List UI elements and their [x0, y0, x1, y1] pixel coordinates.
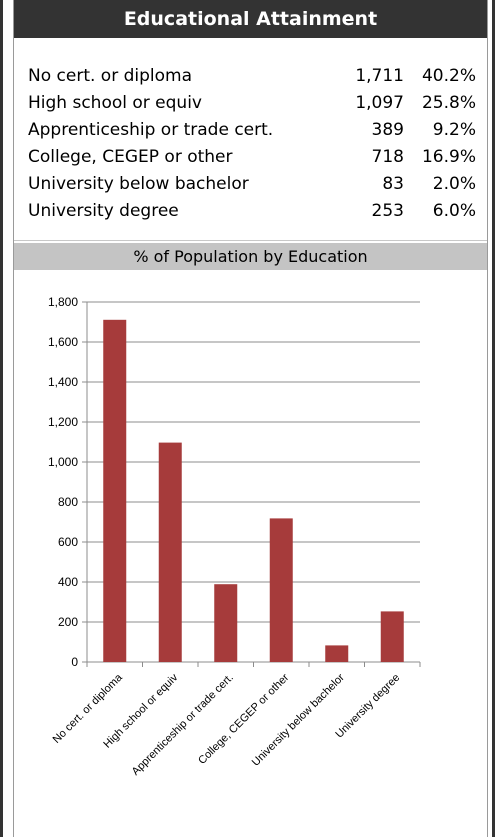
bar — [158, 442, 182, 662]
y-tick-label: 1,200 — [48, 415, 78, 429]
y-tick-label: 1,600 — [48, 335, 78, 349]
row-label: University degree — [28, 200, 179, 221]
row-count: 253 — [371, 200, 404, 221]
row-count: 1,097 — [355, 92, 404, 113]
row-percent: 25.8% — [421, 92, 476, 113]
row-label: University below bachelor — [28, 173, 249, 194]
x-tick-label: University below bachelor — [250, 671, 347, 768]
bar — [380, 611, 404, 662]
y-tick-label: 200 — [58, 615, 78, 629]
row-label: No cert. or diploma — [28, 65, 192, 86]
y-tick-label: 1,800 — [48, 295, 78, 309]
bar-chart: 02004006008001,0001,2001,4001,6001,800No… — [48, 295, 421, 778]
chart-title: % of Population by Education — [14, 243, 487, 270]
row-label: Apprenticeship or trade cert. — [28, 119, 274, 140]
section-title: Educational Attainment — [14, 0, 487, 38]
row-count: 83 — [382, 173, 404, 194]
left-frame-line — [13, 0, 14, 837]
row-percent: 9.2% — [432, 119, 476, 140]
row-percent: 2.0% — [432, 173, 476, 194]
bar — [214, 584, 238, 662]
row-percent: 40.2% — [421, 65, 476, 86]
table-row: College, CEGEP or other 718 16.9% — [28, 143, 476, 170]
attainment-table: No cert. or diploma 1,711 40.2% High sch… — [28, 62, 476, 224]
bar — [325, 645, 349, 662]
bar — [103, 319, 127, 662]
x-tick-label: Apprenticeship or trade cert. — [130, 672, 236, 778]
table-row: University below bachelor 83 2.0% — [28, 170, 476, 197]
y-tick-label: 800 — [58, 495, 78, 509]
y-tick-label: 400 — [58, 575, 78, 589]
row-percent: 6.0% — [432, 200, 476, 221]
row-label: College, CEGEP or other — [28, 146, 233, 167]
divider — [14, 240, 487, 241]
row-count: 1,711 — [355, 65, 404, 86]
table-row: No cert. or diploma 1,711 40.2% — [28, 62, 476, 89]
row-count: 389 — [371, 119, 404, 140]
y-tick-label: 1,400 — [48, 375, 78, 389]
x-tick-label: College, CEGEP or other — [196, 671, 291, 766]
right-frame-edge — [492, 0, 495, 837]
row-count: 718 — [371, 146, 404, 167]
table-row: University degree 253 6.0% — [28, 197, 476, 224]
y-tick-label: 0 — [71, 655, 78, 669]
y-tick-label: 600 — [58, 535, 78, 549]
row-percent: 16.9% — [421, 146, 476, 167]
y-tick-label: 1,000 — [48, 455, 78, 469]
right-frame-line — [487, 0, 488, 837]
table-row: High school or equiv 1,097 25.8% — [28, 89, 476, 116]
row-label: High school or equiv — [28, 92, 202, 113]
bar — [269, 518, 293, 662]
table-row: Apprenticeship or trade cert. 389 9.2% — [28, 116, 476, 143]
left-frame-edge — [0, 0, 3, 837]
